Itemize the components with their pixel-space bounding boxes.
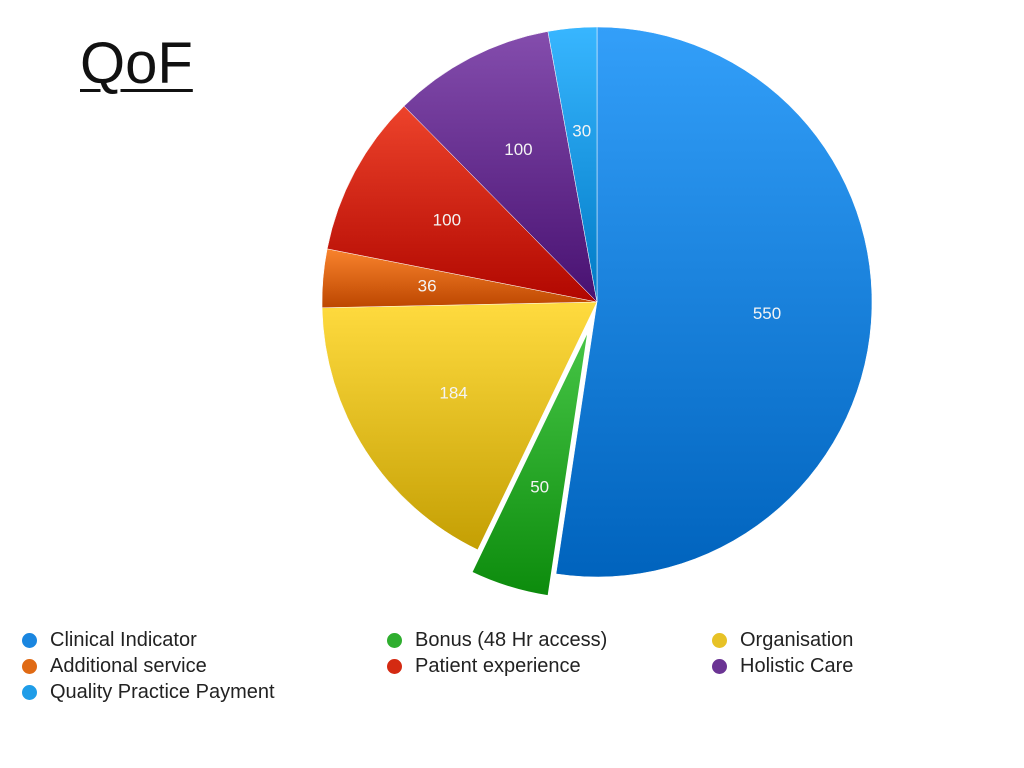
- legend-swatch: [387, 659, 402, 674]
- pie-slice-bonus-48-hr-access: [468, 324, 592, 599]
- slice-value-label: 36: [418, 277, 437, 296]
- legend-item: Organisation: [712, 628, 1002, 653]
- pie-slice-holistic-care: [403, 31, 598, 303]
- legend-label: Patient experience: [415, 655, 581, 677]
- legend-label: Quality Practice Payment: [50, 681, 275, 703]
- legend-swatch: [22, 685, 37, 700]
- pie-chart: 550 50 184 36 100 100 30: [321, 26, 873, 599]
- legend-label: Organisation: [740, 629, 854, 651]
- legend-item: Bonus (48 Hr access): [387, 628, 712, 653]
- legend-swatch: [387, 633, 402, 648]
- legend-label: Bonus (48 Hr access): [415, 629, 608, 651]
- legend-item: Holistic Care: [712, 654, 1002, 679]
- legend-swatch: [22, 659, 37, 674]
- legend-item: Patient experience: [387, 654, 712, 679]
- legend-item: Clinical Indicator: [22, 628, 387, 653]
- slice-value-label: 550: [753, 304, 781, 323]
- pie-slice-quality-practice-payment: [547, 26, 598, 303]
- slice-value-label: 184: [439, 384, 467, 403]
- legend-swatch: [712, 659, 727, 674]
- legend-swatch: [712, 633, 727, 648]
- slice-value-label: 100: [504, 140, 532, 159]
- legend-label: Additional service: [50, 655, 207, 677]
- pie-slice-organisation: [321, 301, 598, 551]
- chart-title: QoF: [80, 31, 193, 96]
- legend-label: Clinical Indicator: [50, 629, 197, 651]
- slice-value-label: 100: [433, 211, 461, 230]
- legend-item: Quality Practice Payment: [22, 680, 387, 705]
- legend-label: Holistic Care: [740, 655, 854, 677]
- pie-slice-patient-experience: [326, 105, 598, 303]
- chart-legend: Clinical Indicator Bonus (48 Hr access) …: [22, 628, 1002, 705]
- slice-value-label: 50: [530, 477, 549, 496]
- pie-slice-clinical-indicator: [555, 26, 873, 578]
- legend-item: Additional service: [22, 654, 387, 679]
- legend-swatch: [22, 633, 37, 648]
- slice-value-label: 30: [572, 122, 591, 141]
